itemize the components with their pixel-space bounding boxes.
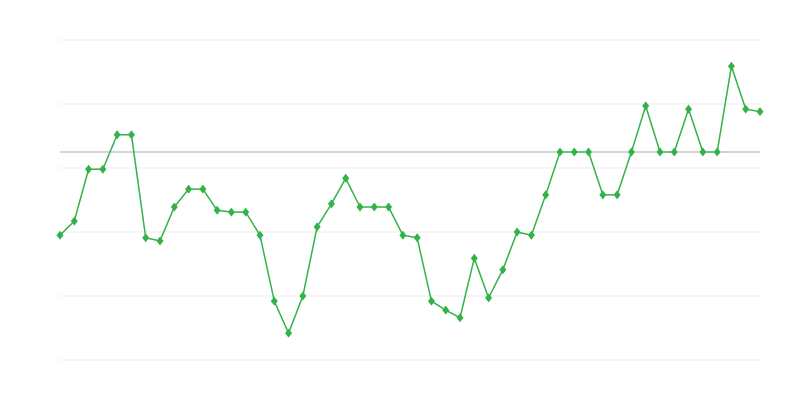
data-point [327, 199, 335, 209]
data-point [213, 205, 221, 215]
data-point [470, 253, 478, 263]
data-point [342, 173, 350, 183]
data-point [142, 233, 150, 243]
data-point [227, 207, 235, 217]
data-point [299, 291, 307, 301]
data-point [313, 222, 321, 232]
data-point [385, 202, 393, 212]
data-point [427, 296, 435, 306]
data-point [499, 265, 507, 275]
data-point [242, 207, 250, 217]
data-point [570, 147, 578, 157]
data-point [742, 104, 750, 114]
data-point [513, 227, 521, 237]
data-point [556, 147, 564, 157]
data-point [199, 184, 207, 194]
data-point [170, 202, 178, 212]
data-point [413, 233, 421, 243]
series-group [56, 61, 764, 338]
data-point [713, 147, 721, 157]
data-point [756, 107, 764, 117]
data-point [113, 130, 121, 140]
data-point [99, 164, 107, 174]
data-point [56, 230, 64, 240]
data-point [456, 313, 464, 323]
data-point [727, 61, 735, 71]
data-point [356, 202, 364, 212]
data-point [127, 130, 135, 140]
data-point [656, 147, 664, 157]
data-point [399, 230, 407, 240]
data-point [270, 296, 278, 306]
data-point [485, 293, 493, 303]
data-point [670, 147, 678, 157]
data-point [156, 236, 164, 246]
data-point [185, 184, 193, 194]
data-point [542, 190, 550, 200]
data-point [699, 147, 707, 157]
data-point [370, 202, 378, 212]
data-point [685, 104, 693, 114]
data-point [442, 305, 450, 315]
data-point [285, 328, 293, 338]
data-point [70, 216, 78, 226]
data-point [85, 164, 93, 174]
data-point [599, 190, 607, 200]
data-point [585, 147, 593, 157]
data-point [527, 230, 535, 240]
series-line [59, 66, 761, 336]
gridlines [60, 39, 760, 361]
data-point [256, 230, 264, 240]
data-point [642, 101, 650, 111]
data-point [627, 147, 635, 157]
data-point [613, 190, 621, 200]
